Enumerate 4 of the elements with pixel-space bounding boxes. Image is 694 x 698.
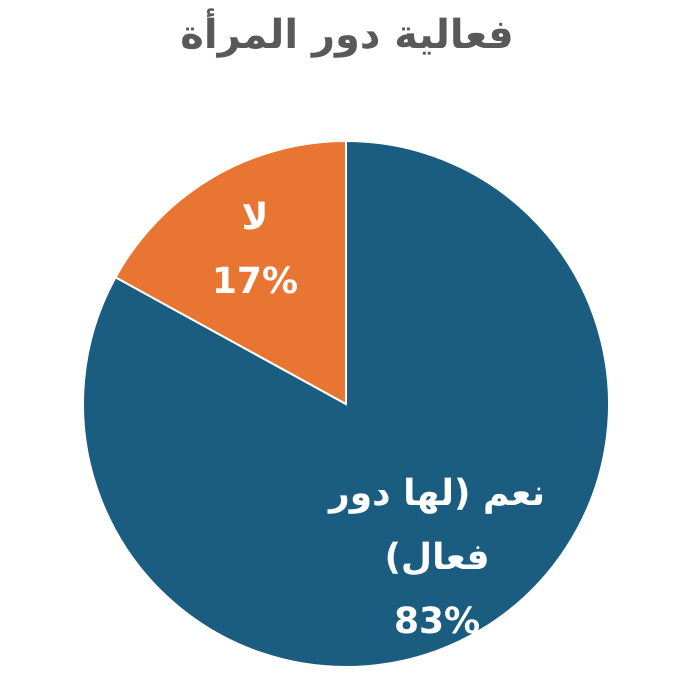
- slice-label: نعم (لها دور فعال): [326, 472, 546, 580]
- slice-label: لا: [240, 196, 270, 240]
- data-label: 17%: [210, 260, 300, 304]
- data-label: 83%: [392, 600, 482, 644]
